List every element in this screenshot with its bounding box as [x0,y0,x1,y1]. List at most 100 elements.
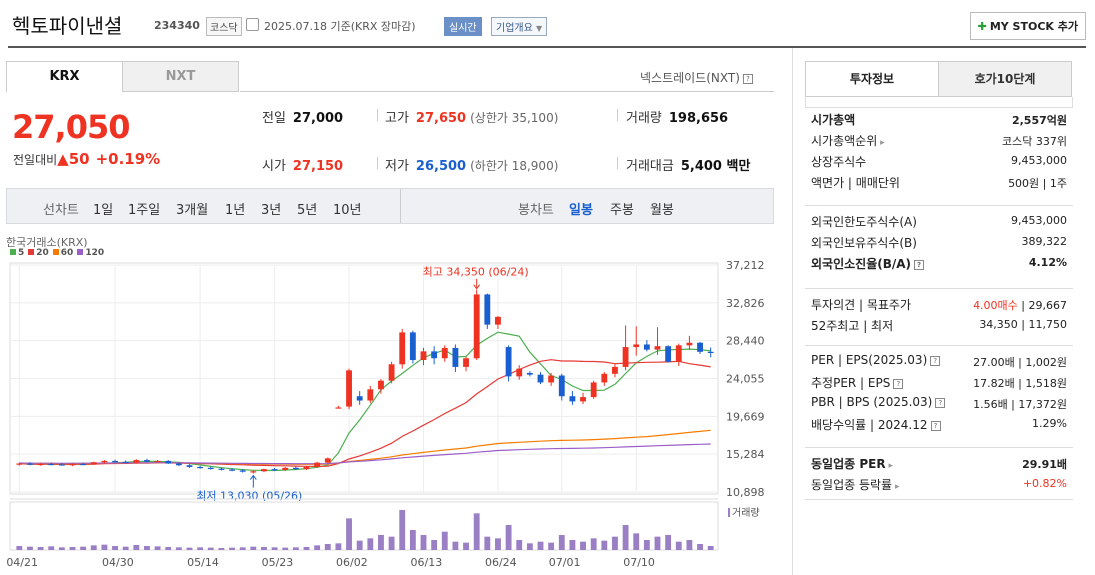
info-row: 배당수익률 | 2024.12? 1.29% [805,413,1073,434]
info-value: 9,453,000 [1011,154,1067,167]
tab-invest-info[interactable]: 투자정보 [805,61,939,97]
volume-bar [569,540,576,550]
candle-body [409,332,416,360]
period-5y[interactable]: 5년 [297,203,318,218]
volume-bar [686,540,693,550]
candle-body [112,460,118,463]
candle-body [569,396,576,402]
period-1d[interactable]: 1일 [93,203,114,218]
stat-open: 시가 27,150 [262,155,343,174]
candle-body [463,358,469,367]
volume-bar [229,547,235,550]
period-3y[interactable]: 3년 [261,203,282,218]
candle-body [144,460,150,462]
period-1y[interactable]: 1년 [225,203,246,218]
info-group-2: 외국인한도주식수(A) 9,453,000 외국인보유주식수(B) 389,322 … [805,205,1073,273]
ma-legend: 5 20 60 120 [6,248,104,258]
info-group-5: 동일업종 PER ▸ 29.91배 동일업종 등락률 ▸ +0.82% [805,447,1073,500]
help-icon[interactable]: ? [893,378,904,389]
chevron-down-icon: ▼ [536,24,543,33]
candle-body [495,316,501,325]
tab-hoga[interactable]: 호가10단계 [938,61,1072,97]
help-icon[interactable]: ? [914,259,925,270]
candle-body [80,463,87,466]
help-icon[interactable]: ? [930,355,941,366]
info-key: 외국인소진율(B/A)? [811,255,925,272]
volume-bar [420,535,427,550]
candle-body [473,294,480,359]
info-row[interactable]: 시가총액순위 ▸ 코스닥 337위 [805,129,1073,150]
plus-icon: ✚ [977,20,987,33]
realtime-button[interactable]: 실시간 [444,17,482,36]
help-icon[interactable]: ? [930,420,941,431]
tab-krx[interactable]: KRX [6,61,123,92]
volume-bar [101,544,108,550]
period-3m[interactable]: 3개월 [176,203,209,218]
candle-body [697,342,703,352]
volume-bar [261,547,267,550]
volume-bar [335,543,342,550]
candle-body [303,466,310,470]
price-change: 전일대비▲50 +0.19% [13,150,160,168]
stock-header: 헥토파이낸셜 234340 코스닥 2025.07.18 기준(KRX 장마감)… [8,0,1086,48]
stat-high: 고가 27,650 (상한가 35,100) [385,107,558,126]
info-key: 동일업종 등락률 ▸ [811,476,900,493]
x-tick-label: 05/14 [187,556,219,569]
chart-toolbar: 선차트 1일 1주일 3개월 1년 3년 5년 10년 봉차트 일봉 주봉 월봉 [6,188,774,224]
candle-body [335,407,342,409]
help-icon[interactable]: ? [935,397,946,408]
clock-icon [246,18,259,31]
volume-bar [580,541,586,550]
info-key: 투자의견 | 목표주가 [811,298,911,312]
market-badge: 코스닥 [206,17,242,36]
info-row[interactable]: 동일업종 등락률 ▸ +0.82% [805,473,1073,494]
chart-svg[interactable]: 37,212 32,826 28,440 24,055 19,669 15,284 10,8… [6,230,776,575]
candle-body [37,463,44,466]
info-value: 389,322 [1021,235,1068,248]
info-row: 액면가 | 매매단위 500원 | 1주 [805,171,1073,192]
volume-label: 거래량 [732,507,760,519]
info-key: 시가총액순위 ▸ [811,132,885,149]
period-10y[interactable]: 10년 [333,203,362,218]
nxt-link-label: 넥스트레이드(NXT) [640,71,740,85]
volume-bar [250,546,257,550]
my-stock-add-button[interactable]: ✚ MY STOCK 추가 [969,12,1086,40]
info-row: 외국인보유주식수(B) 389,322 [805,231,1073,252]
info-value: 1.56배 | 17,372원 [973,398,1067,411]
candle-body [420,351,427,360]
volume-bar [707,546,714,550]
candle-body [154,460,161,463]
candle-daily[interactable]: 일봉 [569,203,593,218]
price-chart[interactable]: 한국거래소(KRX) 5 20 60 120 37,212 32,826 28,440 24… [6,230,776,575]
candle-body [431,351,438,359]
candle-body [441,347,448,359]
upper-limit: (상한가 35,100) [470,111,559,125]
stock-code: 234340 [154,19,200,32]
candle-monthly[interactable]: 월봉 [650,203,674,218]
help-icon[interactable]: ? [742,73,753,84]
stat-high-label: 고가 [385,111,409,126]
info-key: 외국인보유주식수(B) [811,236,917,250]
info-key: 52주최고 | 최저 [811,319,894,333]
candle-body [580,397,586,402]
info-row[interactable]: 동일업종 PER ▸ 29.91배 [805,452,1073,473]
volume-bar [292,547,299,550]
y-tick-label: 37,212 [726,259,765,272]
tab-nxt[interactable]: NXT [122,61,239,92]
volume-bar [388,536,395,550]
candle-body [675,345,682,362]
period-1w[interactable]: 1주일 [128,203,161,218]
candle-body [48,463,55,466]
corp-info-dropdown[interactable]: 기업개요 ▼ [491,17,548,36]
low-arrow-head [249,474,257,480]
candle-body [484,294,491,325]
candle-body [601,373,608,383]
info-value: +0.82% [1023,477,1067,490]
stat-open-value: 27,150 [292,159,344,174]
lower-limit: (하한가 18,900) [470,159,559,173]
volume-bar [48,546,55,550]
candle-weekly[interactable]: 주봉 [610,203,634,218]
nxt-link[interactable]: 넥스트레이드(NXT)? [640,69,753,86]
volume-bar [590,538,597,550]
volume-bar [643,540,650,550]
